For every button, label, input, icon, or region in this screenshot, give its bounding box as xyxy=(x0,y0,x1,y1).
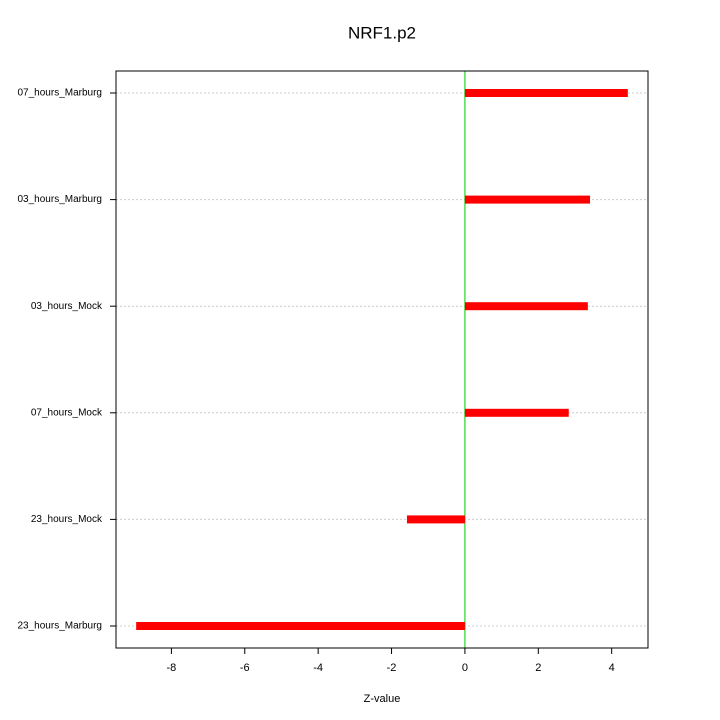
x-tick-label: -4 xyxy=(313,662,323,674)
x-tick-label: -8 xyxy=(167,662,177,674)
y-tick-label: 23_hours_Marburg xyxy=(18,621,103,632)
y-tick-label: 03_hours_Mock xyxy=(31,301,103,312)
x-tick-label: -6 xyxy=(240,662,250,674)
x-tick-label: 2 xyxy=(535,662,541,674)
y-tick-label: 07_hours_Mock xyxy=(31,407,103,418)
plot-frame xyxy=(115,70,649,649)
y-tick-label: 03_hours_Marburg xyxy=(18,194,103,205)
y-tick-label: 23_hours_Mock xyxy=(31,514,103,525)
x-tick-label: -2 xyxy=(387,662,397,674)
x-tick-label: 0 xyxy=(462,662,468,674)
x-tick-label: 4 xyxy=(609,662,615,674)
bar xyxy=(464,195,591,204)
bar xyxy=(406,515,465,524)
bar xyxy=(464,89,628,97)
y-tick-label: 07_hours_Marburg xyxy=(18,88,103,99)
bar xyxy=(136,622,465,630)
bar xyxy=(464,408,569,417)
x-axis-label: Z-value xyxy=(364,693,401,705)
chart-title: NRF1.p2 xyxy=(348,23,416,42)
bar xyxy=(464,302,588,311)
